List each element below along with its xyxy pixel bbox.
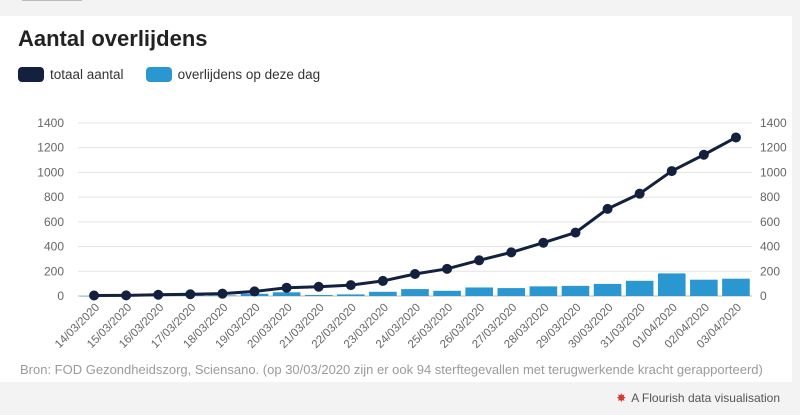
line-point [249, 286, 260, 297]
line-point [89, 290, 100, 301]
flourish-credit-text: A Flourish data visualisation [631, 391, 780, 405]
line-point [698, 149, 709, 160]
y-tick-label-left: 1200 [37, 141, 64, 155]
bar [304, 295, 333, 296]
bar [690, 279, 718, 296]
chart-card [0, 16, 792, 382]
line-point [570, 227, 581, 238]
footer-bar [0, 382, 800, 415]
line-point [634, 188, 645, 199]
bar [593, 283, 622, 296]
y-tick-label-right: 400 [760, 240, 780, 254]
line-point [313, 281, 324, 292]
line-point [153, 289, 164, 300]
line-point [538, 237, 549, 248]
line-point [281, 282, 292, 293]
legend-swatch-bar [145, 67, 172, 82]
line-point [474, 255, 485, 266]
y-tick-label-right: 1400 [760, 116, 787, 130]
source-note: Bron: FOD Gezondheidszorg, Sciensano. (o… [20, 362, 763, 377]
line-point [410, 269, 420, 280]
line-point [185, 289, 196, 300]
line-point [442, 263, 453, 274]
y-tick-label-left: 800 [44, 190, 64, 204]
y-tick-label-right: 1200 [760, 141, 787, 155]
y-tick-label-left: 0 [57, 289, 64, 303]
bar [369, 291, 397, 296]
bar [722, 278, 750, 296]
y-tick-label-right: 0 [760, 289, 767, 303]
line-point [121, 290, 132, 301]
line-point [345, 280, 356, 291]
line-point [602, 203, 613, 214]
y-tick-label-right: 200 [760, 264, 780, 278]
bar [497, 288, 526, 296]
y-tick-label-right: 800 [760, 190, 780, 204]
bar [272, 292, 301, 296]
line-point [666, 166, 677, 177]
bar [625, 280, 654, 296]
legend-label-overlijdens: overlijdens op deze dag [177, 67, 321, 82]
legend-label-totaal: totaal aantal [50, 67, 124, 82]
legend-item-totaal[interactable]: totaal aantal [18, 67, 124, 82]
bar [401, 289, 429, 296]
legend-swatch-line [18, 67, 44, 82]
line-point [377, 275, 388, 286]
y-tick-label-left: 1000 [37, 165, 64, 179]
chart-title: Aantal overlijdens [18, 26, 208, 51]
legend-item-overlijdens[interactable]: overlijdens op deze dag [145, 67, 321, 82]
line-point [217, 288, 228, 299]
flourish-logo-icon: ✸ [616, 391, 627, 405]
bar [337, 294, 365, 296]
y-tick-label-left: 400 [44, 240, 64, 254]
y-tick-label-left: 600 [44, 215, 64, 229]
clipped-content [22, 0, 82, 5]
top-strip [0, 0, 800, 16]
bar [465, 287, 493, 296]
bar [657, 273, 686, 296]
y-tick-label-left: 1400 [37, 116, 64, 130]
line-point [506, 247, 517, 258]
bar [433, 290, 461, 296]
line-point [730, 132, 741, 143]
y-tick-label-left: 200 [44, 264, 64, 278]
bar [529, 286, 558, 296]
legend: totaal aantal overlijdens op deze dag [18, 67, 342, 82]
y-tick-label-right: 600 [760, 215, 780, 229]
bar [561, 285, 590, 296]
y-tick-label-right: 1000 [760, 165, 787, 179]
flourish-credit[interactable]: ✸ A Flourish data visualisation [616, 391, 780, 405]
